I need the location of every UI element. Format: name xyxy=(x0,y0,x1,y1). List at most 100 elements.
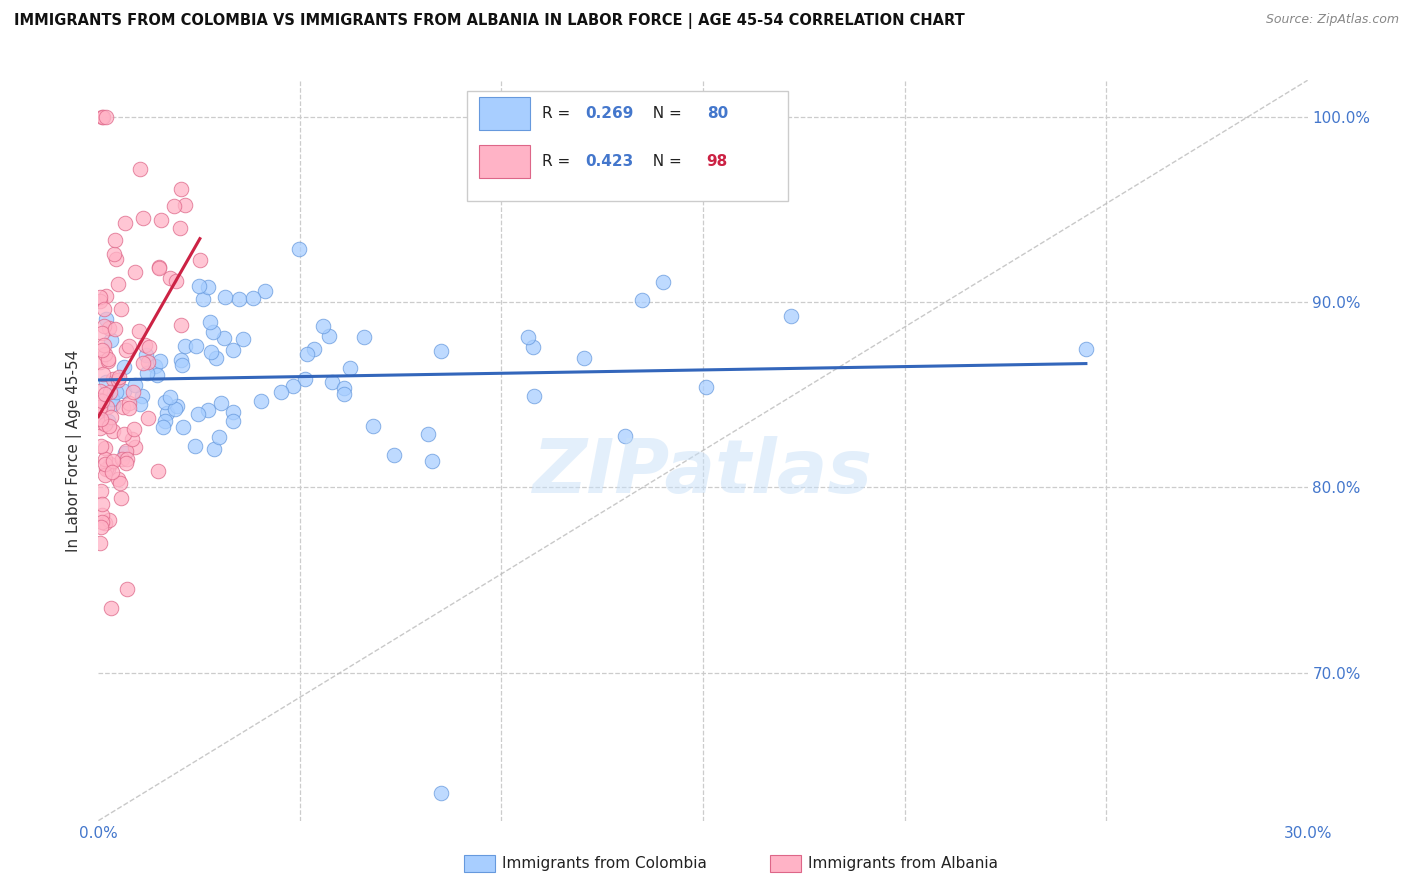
Point xyxy=(295,347,318,361)
Point xyxy=(163,402,186,417)
Point xyxy=(129,162,152,177)
Point xyxy=(148,261,170,276)
Point xyxy=(418,427,440,442)
Point xyxy=(118,395,141,409)
Point xyxy=(98,419,121,434)
Point xyxy=(101,397,124,411)
Point xyxy=(311,318,333,333)
Point xyxy=(91,508,114,522)
Point xyxy=(94,417,117,431)
Point xyxy=(172,420,194,434)
Point xyxy=(250,394,273,409)
Point xyxy=(187,407,209,421)
Text: Immigrants from Colombia: Immigrants from Colombia xyxy=(502,856,707,871)
Point xyxy=(198,315,221,329)
Text: IMMIGRANTS FROM COLOMBIA VS IMMIGRANTS FROM ALBANIA IN LABOR FORCE | AGE 45-54 C: IMMIGRANTS FROM COLOMBIA VS IMMIGRANTS F… xyxy=(14,13,965,29)
Point xyxy=(172,358,194,372)
Point xyxy=(104,252,127,267)
Point xyxy=(91,367,114,381)
FancyBboxPatch shape xyxy=(467,91,787,201)
Point xyxy=(288,242,311,256)
FancyBboxPatch shape xyxy=(479,97,530,130)
Point xyxy=(134,337,156,351)
Point xyxy=(156,406,179,420)
Point xyxy=(124,440,146,454)
Point xyxy=(138,339,160,353)
Point xyxy=(214,289,236,303)
Point xyxy=(93,338,115,352)
Point xyxy=(90,411,112,425)
Point xyxy=(122,422,145,436)
Point xyxy=(104,384,127,399)
Point xyxy=(294,372,316,386)
Point xyxy=(93,318,115,333)
Point xyxy=(100,333,122,347)
Point xyxy=(159,271,181,285)
Point xyxy=(523,389,546,403)
Point xyxy=(132,211,155,225)
Point xyxy=(97,462,120,476)
Point xyxy=(332,381,354,395)
Point xyxy=(98,385,121,400)
Point xyxy=(112,359,135,374)
Point xyxy=(138,355,160,369)
Point xyxy=(97,353,120,368)
Point xyxy=(96,375,118,389)
Point xyxy=(131,388,153,402)
Point xyxy=(107,277,129,292)
Point xyxy=(115,444,138,458)
Point xyxy=(253,284,276,298)
Point xyxy=(103,246,125,260)
Point xyxy=(115,582,138,597)
Point xyxy=(91,343,114,357)
Point xyxy=(96,462,118,476)
Text: R =: R = xyxy=(543,154,575,169)
Point xyxy=(101,454,124,468)
Point xyxy=(112,401,135,415)
Point xyxy=(222,405,245,419)
Point xyxy=(163,199,186,213)
Point xyxy=(94,289,117,303)
Point xyxy=(631,293,654,308)
Point xyxy=(124,377,146,392)
Point xyxy=(110,301,132,316)
Point xyxy=(169,221,191,235)
Point xyxy=(101,392,124,407)
Point xyxy=(89,416,111,430)
Point xyxy=(112,384,135,398)
Point xyxy=(104,234,127,248)
Text: 0.423: 0.423 xyxy=(586,154,634,169)
Point xyxy=(1074,342,1097,356)
Point xyxy=(96,400,118,414)
Point xyxy=(94,516,117,531)
Point xyxy=(184,439,207,453)
Point xyxy=(522,340,544,354)
Text: 80: 80 xyxy=(707,106,728,121)
Point xyxy=(89,401,111,416)
Point xyxy=(100,600,122,615)
Point xyxy=(146,368,169,383)
Text: 0.269: 0.269 xyxy=(586,106,634,121)
Point xyxy=(170,318,193,332)
Point xyxy=(221,414,243,428)
Point xyxy=(339,360,361,375)
Point xyxy=(98,513,121,527)
Point xyxy=(117,339,139,353)
Point xyxy=(429,344,451,359)
Point xyxy=(101,424,124,438)
Point xyxy=(89,392,111,407)
Point xyxy=(143,359,166,373)
Point xyxy=(572,351,595,365)
Point xyxy=(89,421,111,435)
Point xyxy=(110,476,132,491)
Point xyxy=(107,369,129,384)
Point xyxy=(304,342,326,356)
Point xyxy=(91,111,114,125)
Point xyxy=(779,309,801,323)
Point xyxy=(197,279,219,293)
Point xyxy=(202,442,225,457)
Point xyxy=(114,446,136,460)
Point xyxy=(212,331,235,345)
Point xyxy=(90,111,112,125)
Point xyxy=(90,520,112,534)
